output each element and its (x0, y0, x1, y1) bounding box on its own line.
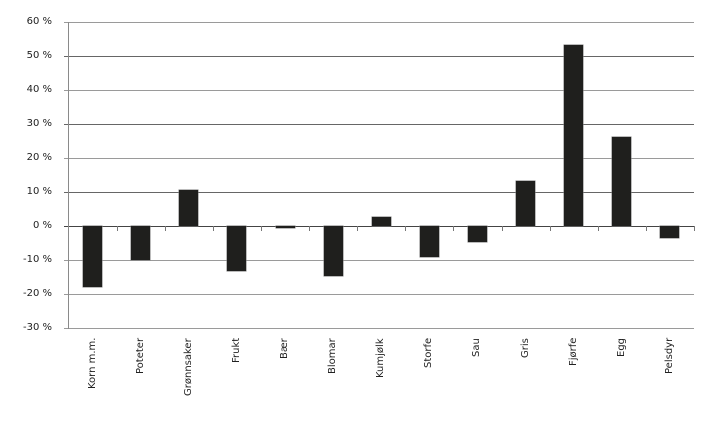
x-tick-label: Fjørfe (567, 337, 579, 366)
x-tick-label: Grønnsaker (182, 338, 194, 396)
x-tick-label: Kumjølk (375, 338, 387, 378)
x-tick (165, 226, 166, 231)
bar (371, 217, 391, 226)
y-tick-label: 40 % (26, 84, 52, 95)
y-tick-label: 30 % (26, 118, 52, 129)
x-tick (550, 226, 551, 231)
y-tick-label: -20 % (22, 288, 52, 299)
gridline (64, 260, 694, 261)
x-tick (646, 226, 647, 231)
x-tick-label: Sau (471, 338, 483, 357)
x-tick (261, 226, 262, 231)
bar (419, 226, 439, 257)
x-tick (502, 226, 503, 231)
y-axis-line (68, 22, 69, 329)
y-tick-label: 10 % (26, 186, 52, 197)
bar (612, 136, 632, 226)
y-tick-label: 60 % (26, 16, 52, 27)
y-tick-label: -30 % (22, 322, 52, 333)
x-tick (309, 226, 310, 231)
x-tick (357, 226, 358, 231)
x-tick-label: Korn m.m. (86, 337, 98, 389)
x-tick-label: Blomar (327, 338, 339, 374)
gridline (64, 90, 694, 91)
bar (179, 189, 199, 226)
gridline (64, 124, 694, 125)
x-tick (598, 226, 599, 231)
x-tick (117, 226, 118, 231)
y-tick-label: 50 % (26, 50, 52, 61)
y-tick-label: 0 % (32, 220, 52, 231)
x-tick-label: Storfe (423, 337, 435, 368)
bar (660, 226, 680, 238)
x-tick (453, 226, 454, 231)
bar (516, 181, 536, 226)
y-tick-label: -10 % (22, 254, 52, 265)
gridline (64, 56, 694, 57)
bar (83, 226, 103, 287)
y-tick-label: 20 % (26, 152, 52, 163)
bar (323, 226, 343, 276)
x-tick-label: Pelsdyr (663, 337, 675, 374)
x-tick (694, 226, 695, 231)
bar (467, 226, 487, 242)
x-tick-label: Egg (615, 337, 627, 357)
zero-line (64, 226, 694, 227)
gridline (64, 294, 694, 295)
bar (564, 45, 584, 226)
gridline (64, 158, 694, 159)
x-tick-label: Frukt (230, 337, 242, 363)
bar (275, 226, 295, 228)
x-tick-label: Gris (519, 338, 531, 358)
gridline (64, 328, 694, 329)
x-tick-label: Bær (279, 338, 291, 359)
x-tick-label: Poteter (134, 337, 146, 374)
bar (131, 226, 151, 260)
gridline (64, 192, 694, 193)
x-tick (213, 226, 214, 231)
gridline (64, 22, 694, 23)
x-tick (405, 226, 406, 231)
bar (227, 226, 247, 271)
